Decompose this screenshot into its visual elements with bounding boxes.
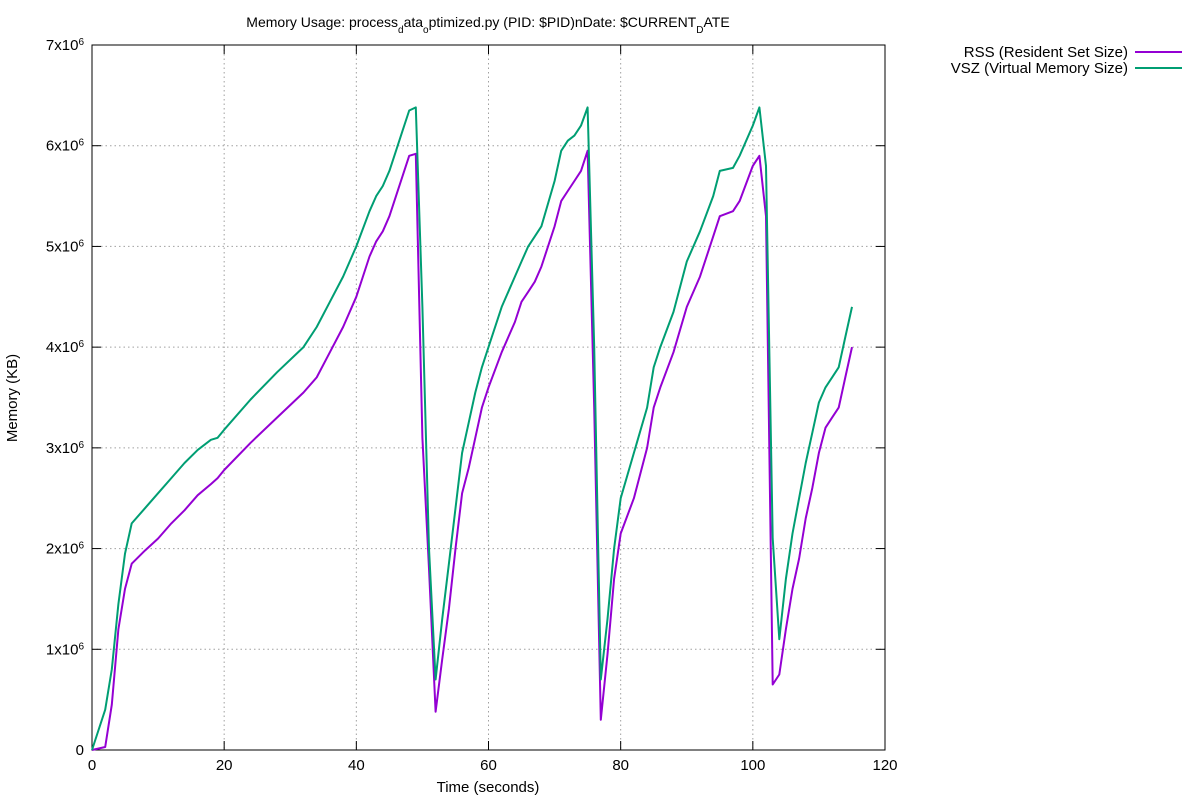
chart-title: Memory Usage: processdataoptimized.py (P… [246, 14, 729, 36]
grid-lines [92, 45, 885, 750]
y-tick-label: 6x106 [46, 137, 85, 155]
y-tick-label: 4x106 [46, 339, 85, 357]
x-tick-labels: 0 20 40 60 80 100 120 [88, 757, 898, 774]
y-tick-labels: 0 1x106 2x106 3x106 4x106 5x106 6x106 7x106 [46, 37, 85, 760]
x-tick-label: 40 [348, 757, 365, 774]
series-line-vsz [91, 106, 853, 751]
title-part: d [398, 25, 404, 36]
y-tick-label: 3x106 [46, 439, 85, 457]
y-tick-label: 1x106 [46, 641, 85, 659]
axis-ticks [91, 44, 886, 751]
legend-label: RSS (Resident Set Size) [964, 44, 1128, 61]
y-tick-label: 7x106 [46, 37, 85, 55]
y-axis-label: Memory (KB) [4, 354, 21, 442]
title-part: Memory Usage: process [246, 14, 398, 30]
y-tick-label: 2x106 [46, 540, 85, 558]
x-tick-label: 80 [612, 757, 629, 774]
x-tick-label: 100 [740, 757, 765, 774]
title-part: ptimized.py (PID: $PID)nDate: $CURRENT [429, 14, 697, 30]
series-lines [91, 106, 853, 751]
legend-label: VSZ (Virtual Memory Size) [951, 60, 1128, 77]
x-axis-label: Time (seconds) [437, 779, 540, 796]
x-tick-label: 0 [88, 757, 96, 774]
series-line-rss [91, 149, 853, 751]
title-part: ATE [703, 14, 729, 30]
title-part: o [423, 25, 429, 36]
title-part: ata [404, 14, 424, 30]
y-tick-label: 0 [76, 742, 84, 759]
legend: RSS (Resident Set Size)VSZ (Virtual Memo… [951, 44, 1182, 77]
title-part: D [696, 25, 703, 36]
x-tick-label: 20 [216, 757, 233, 774]
y-tick-label: 5x106 [46, 238, 85, 256]
x-tick-label: 120 [872, 757, 897, 774]
x-tick-label: 60 [480, 757, 497, 774]
